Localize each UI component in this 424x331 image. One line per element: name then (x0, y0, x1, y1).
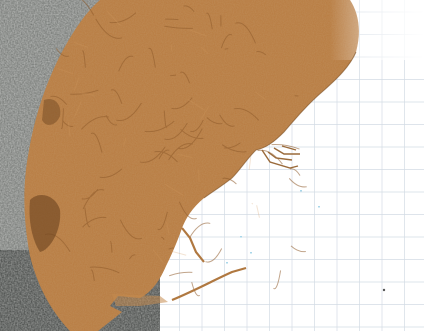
main-road (78, 92, 95, 96)
street-segment (105, 114, 118, 126)
main-road (169, 250, 187, 256)
street-segment (171, 97, 193, 110)
main-road (200, 46, 209, 54)
street-segment (180, 128, 204, 139)
street-segment (288, 178, 307, 188)
street-segment (271, 143, 300, 150)
street-segment (128, 254, 136, 260)
street-segment (219, 114, 235, 127)
street-segment (119, 219, 142, 240)
main-road (177, 153, 193, 158)
street-segment (169, 271, 193, 277)
street-segment (118, 55, 134, 72)
water-mark (240, 236, 242, 238)
main-road (57, 68, 74, 75)
street-segment (99, 168, 123, 179)
coastline (203, 51, 357, 199)
street-segment (205, 248, 223, 263)
edge-fade (330, 0, 424, 60)
street-segment (221, 144, 247, 153)
street-segment (164, 25, 193, 29)
street-segment (168, 247, 174, 250)
main-road (255, 91, 266, 100)
main-road (248, 156, 252, 170)
street-segment (222, 177, 237, 185)
main-road (74, 101, 82, 116)
street-segment (290, 245, 306, 253)
main-road (251, 202, 254, 205)
street-segment (224, 48, 229, 50)
street-segment (206, 117, 223, 125)
street-segment (164, 122, 188, 140)
street-segment (273, 270, 282, 290)
street-segment (160, 236, 165, 240)
street-segment (233, 107, 260, 121)
street-segment (82, 189, 105, 210)
street-segment (139, 146, 166, 163)
street-segment (116, 102, 142, 122)
water-mark (250, 252, 252, 254)
street-segment (168, 143, 193, 161)
street-segment (60, 108, 64, 129)
street-segment (90, 132, 103, 153)
street-segment (148, 47, 156, 68)
urban-area-overlay[interactable] (24, 0, 359, 331)
street-segment (256, 51, 267, 56)
main-road (166, 222, 170, 235)
street-segment (157, 211, 168, 231)
street-segment (191, 282, 201, 297)
street-segment (90, 269, 95, 282)
street-segment (289, 168, 301, 176)
street-segment (163, 110, 168, 128)
port-docks (112, 294, 168, 306)
street-segment (158, 149, 170, 160)
port-breakwater[interactable] (171, 227, 247, 302)
main-road (73, 77, 80, 91)
street-segment (81, 50, 86, 68)
street-segment (89, 266, 120, 274)
street-segment (190, 119, 204, 133)
water-mark (300, 190, 302, 192)
street-segment (95, 18, 123, 39)
main-road (73, 41, 89, 48)
street-segment (206, 12, 213, 30)
street-segment (109, 241, 113, 253)
offshore-point (382, 288, 386, 292)
street-segment (154, 150, 178, 163)
main-road (164, 183, 184, 196)
street-segment (82, 216, 107, 228)
street-segment (235, 22, 257, 44)
street-segment (61, 120, 74, 127)
main-road (187, 98, 205, 111)
water-marks (226, 190, 320, 264)
main-road (122, 137, 127, 146)
main-road (152, 249, 164, 263)
street-segment (144, 120, 175, 133)
street-segment (70, 89, 99, 95)
street-segment (178, 201, 197, 220)
street-segment (55, 47, 69, 57)
main-road (170, 44, 173, 51)
water-mark (226, 262, 228, 264)
street-segment (180, 71, 191, 84)
main-road (106, 10, 121, 26)
street-segment (110, 89, 123, 104)
street-segment (224, 142, 241, 149)
main-road (256, 205, 260, 218)
marina-piers (261, 145, 300, 169)
street-segment (84, 207, 91, 228)
water-mark (318, 206, 320, 208)
street-segment (220, 34, 233, 49)
street-segment (81, 0, 95, 16)
main-road (200, 106, 210, 121)
street-segment (189, 222, 211, 238)
main-road (189, 29, 207, 37)
street-segment (109, 12, 137, 24)
main-road (67, 121, 71, 137)
street-segment (177, 128, 203, 150)
street-segment (50, 95, 68, 105)
street-segment (183, 5, 195, 13)
